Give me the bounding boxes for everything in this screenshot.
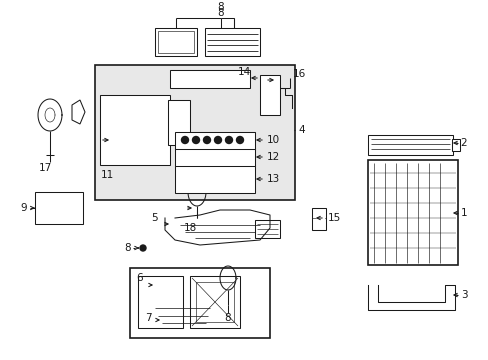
Bar [170, 70, 249, 88]
Circle shape [214, 136, 221, 144]
Bar [138, 276, 183, 328]
Bar [175, 165, 254, 193]
Bar [60, 210, 78, 220]
Circle shape [181, 136, 188, 144]
Bar [130, 268, 269, 338]
Bar [175, 148, 254, 166]
Text: 1: 1 [460, 208, 467, 218]
Circle shape [117, 120, 153, 156]
Bar [158, 31, 194, 53]
Bar [451, 139, 459, 151]
Text: 10: 10 [266, 135, 279, 145]
Bar [367, 135, 452, 155]
Bar [35, 192, 83, 224]
Bar [155, 28, 197, 56]
Bar [204, 28, 260, 56]
Text: 17: 17 [38, 163, 52, 173]
Circle shape [225, 136, 232, 144]
Text: 7: 7 [144, 313, 151, 323]
Text: 2: 2 [460, 138, 467, 148]
Bar [190, 276, 240, 328]
Bar [95, 65, 294, 200]
Text: 8: 8 [124, 243, 131, 253]
Text: 8: 8 [217, 2, 224, 12]
Bar [367, 160, 457, 265]
Bar [260, 75, 280, 115]
Bar [38, 210, 56, 220]
Bar [175, 132, 254, 149]
Circle shape [140, 245, 146, 251]
Text: 11: 11 [100, 170, 113, 180]
Text: 18: 18 [183, 223, 196, 233]
Text: 9: 9 [20, 203, 27, 213]
Circle shape [203, 136, 210, 144]
Text: 8: 8 [224, 313, 231, 323]
Bar [60, 196, 78, 206]
Circle shape [236, 136, 243, 144]
Bar [196, 282, 234, 322]
Bar [311, 208, 325, 230]
Text: 14: 14 [237, 67, 250, 77]
Text: 8: 8 [217, 8, 224, 18]
Circle shape [192, 136, 199, 144]
Bar [168, 100, 190, 145]
Bar [100, 95, 170, 165]
Text: 12: 12 [266, 152, 279, 162]
Text: 6: 6 [137, 273, 143, 283]
Bar [38, 196, 56, 206]
Text: 13: 13 [266, 174, 279, 184]
Text: 3: 3 [460, 290, 467, 300]
Text: 4: 4 [298, 125, 305, 135]
Text: 5: 5 [151, 213, 158, 223]
Text: 15: 15 [326, 213, 340, 223]
Bar [254, 220, 280, 238]
Text: 16: 16 [292, 69, 305, 79]
